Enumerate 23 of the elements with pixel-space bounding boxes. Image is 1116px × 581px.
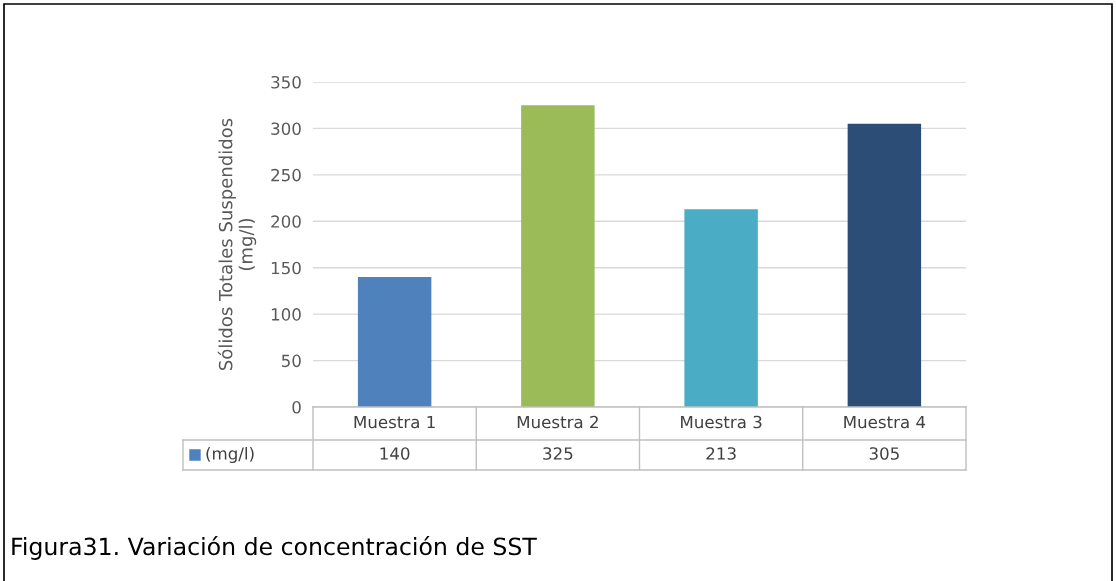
legend-label: (mg/l) [206, 446, 254, 464]
bar [847, 123, 922, 407]
data-label: 140 [380, 447, 410, 460]
y-tick-label: 200 [271, 215, 301, 228]
data-label: 213 [706, 447, 736, 460]
y-tick-label: 250 [271, 168, 301, 182]
bar [684, 209, 758, 407]
data-label: 305 [869, 447, 899, 460]
text: Figura31. Variación de concentración de SST [12, 536, 537, 560]
data-label: 325 [543, 447, 573, 460]
x-tick-label: Muestra 2 [517, 415, 598, 429]
bar [521, 105, 595, 407]
x-tick-label: Muestra 3 [681, 415, 762, 429]
y-tick-label: 350 [271, 75, 301, 89]
y-axis-title: Sólidos Totales Suspendidos (mg/l) [217, 118, 257, 370]
y-tick-label: 100 [271, 308, 301, 321]
y-tick-label: 50 [281, 354, 301, 368]
bar [357, 277, 432, 407]
y-tick-label: 300 [271, 122, 301, 135]
y-tick-label: 0 [292, 400, 301, 414]
x-tick-label: Muestra 4 [844, 415, 926, 429]
y-tick-label: 150 [271, 261, 301, 275]
x-tick-label: Muestra 1 [354, 415, 435, 429]
